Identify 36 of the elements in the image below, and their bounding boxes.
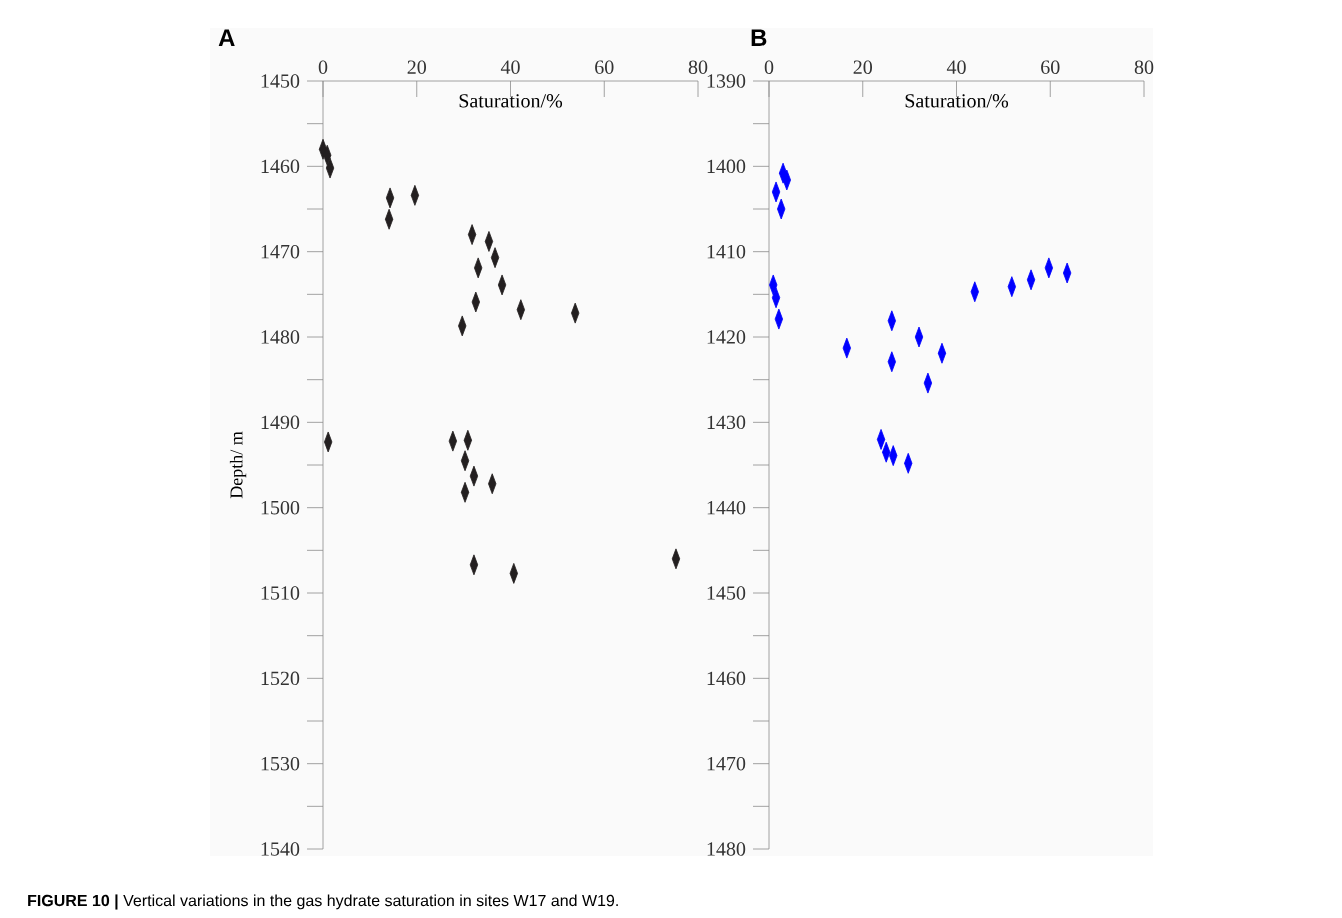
y-tick-label: 1530: [261, 756, 300, 771]
chart-title: B: [751, 29, 767, 46]
text: FIGURE 10 | Vertical variations in the gas hydrate saturation in sites W17 and W19.: [28, 894, 618, 910]
y-tick-label: 1480: [707, 842, 746, 856]
y-tick-label: 1460: [261, 159, 300, 174]
y-tick-label: 1440: [707, 500, 746, 515]
x-tick-label: 20: [407, 60, 427, 74]
x-tick-label: 60: [1041, 60, 1060, 74]
y-tick-label: 1470: [261, 244, 300, 259]
y-tick-label: 1450: [261, 74, 300, 88]
x-tick-label: 20: [853, 60, 873, 74]
y-tick-label: 1540: [261, 842, 300, 856]
y-tick-label: 1430: [707, 415, 746, 430]
y-tick-label: 1460: [707, 671, 746, 686]
y-tick-label: 1410: [707, 244, 746, 259]
x-tick-label: 80: [688, 60, 708, 74]
y-tick-label: 1400: [707, 159, 746, 174]
x-tick-label: 40: [946, 60, 966, 74]
x-tick-label: 40: [500, 60, 520, 74]
y-tick-label: 1420: [707, 330, 746, 344]
y-tick-label: 1490: [261, 415, 300, 430]
y-tick-label: 1510: [261, 586, 300, 600]
x-tick-label: 0: [318, 60, 328, 74]
y-tick-label: 1390: [707, 74, 746, 88]
x-axis-title: Saturation/%: [459, 94, 563, 108]
x-tick-label: 80: [1134, 60, 1154, 74]
y-tick-label: 1470: [707, 756, 746, 771]
y-tick-label: 1480: [261, 330, 300, 344]
y-tick-label: 1500: [261, 500, 300, 515]
x-tick-label: 60: [595, 60, 614, 74]
x-tick-label: 0: [764, 60, 774, 74]
y-tick-label: 1520: [261, 671, 300, 686]
y-tick-label: 1450: [707, 586, 746, 600]
y-axis-title: Depth/ m: [229, 431, 247, 499]
x-axis-title: Saturation/%: [905, 94, 1009, 108]
chart-title: A: [218, 29, 235, 46]
